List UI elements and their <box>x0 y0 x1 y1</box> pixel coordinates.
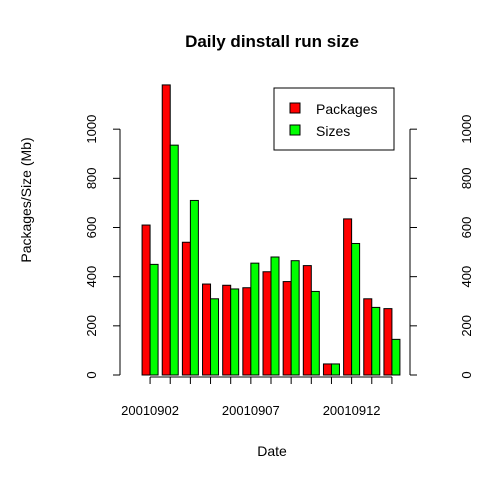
bar-packages-20010904 <box>181 241 191 376</box>
bar-sizes-20010909 <box>290 260 300 376</box>
y-tick-label-left-200: 200 <box>84 315 99 337</box>
y-tick-label-left-600: 600 <box>84 217 99 239</box>
bar-packages-20010903 <box>161 84 171 376</box>
bar-sizes-20010913 <box>371 306 381 376</box>
bars-group <box>141 84 401 376</box>
bar-packages-20010908 <box>262 271 272 376</box>
bar-sizes-20010907 <box>250 262 260 376</box>
bar-sizes-20010908 <box>270 256 280 376</box>
bar-sizes-20010903 <box>169 144 179 376</box>
bar-packages-20010909 <box>282 281 292 376</box>
bar-packages-20010906 <box>222 284 232 376</box>
y-axis-right: 0 200 400 600 800 1000 <box>409 115 474 379</box>
y-tick-label-right-800: 800 <box>459 167 474 189</box>
bar-packages-20010902 <box>141 224 151 376</box>
x-axis: 20010902 20010907 20010912 <box>121 376 393 418</box>
bar-sizes-20010910 <box>310 290 320 376</box>
legend-swatch-sizes <box>289 124 301 136</box>
bar-sizes-20010902 <box>149 263 159 376</box>
y-tick-label-right-0: 0 <box>459 371 474 378</box>
x-tick-label-20010902: 20010902 <box>121 403 179 418</box>
x-axis-label: Date <box>257 443 287 459</box>
bar-packages-20010911 <box>322 363 332 376</box>
y-tick-label-right-400: 400 <box>459 266 474 288</box>
y-axis-label: Packages/Size (Mb) <box>18 137 34 262</box>
bar-sizes-20010904 <box>189 199 199 376</box>
x-tick-label-20010907: 20010907 <box>222 403 280 418</box>
legend-box <box>273 87 395 151</box>
y-tick-label-right-200: 200 <box>459 315 474 337</box>
y-tick-label-left-400: 400 <box>84 266 99 288</box>
y-tick-label-left-800: 800 <box>84 167 99 189</box>
bar-packages-20010907 <box>242 287 252 376</box>
y-tick-label-left-1000: 1000 <box>84 115 99 144</box>
bar-sizes-20010911 <box>330 363 340 376</box>
legend-label-packages: Packages <box>316 101 377 117</box>
bar-packages-20010910 <box>302 265 312 376</box>
bar-sizes-20010914 <box>391 338 401 376</box>
x-tick-label-20010912: 20010912 <box>323 403 381 418</box>
y-axis-left: 0 200 400 600 800 1000 <box>84 115 121 379</box>
legend: Packages Sizes <box>273 87 395 151</box>
bar-sizes-20010906 <box>230 288 240 376</box>
y-tick-label-right-1000: 1000 <box>459 115 474 144</box>
bar-packages-20010914 <box>383 308 393 376</box>
y-tick-label-right-600: 600 <box>459 217 474 239</box>
chart-title: Daily dinstall run size <box>185 32 359 51</box>
bar-sizes-20010905 <box>210 298 220 376</box>
bar-packages-20010905 <box>202 283 212 376</box>
bar-sizes-20010912 <box>351 242 361 376</box>
bar-packages-20010912 <box>343 218 353 376</box>
legend-label-sizes: Sizes <box>316 123 350 139</box>
legend-swatch-packages <box>289 102 301 114</box>
y-tick-label-left-0: 0 <box>84 371 99 378</box>
bar-packages-20010913 <box>363 298 373 376</box>
